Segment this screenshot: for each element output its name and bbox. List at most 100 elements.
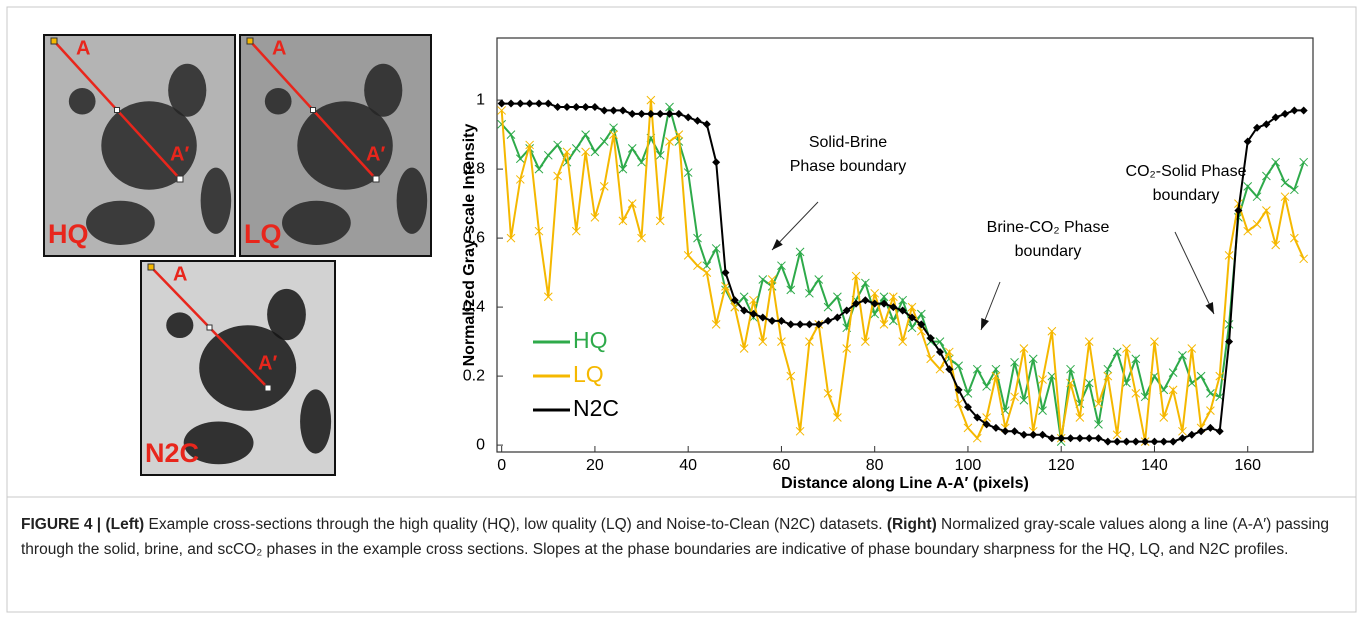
point	[693, 116, 702, 125]
point	[805, 320, 814, 329]
point	[590, 213, 600, 222]
point	[1206, 423, 1215, 432]
point	[1271, 240, 1281, 250]
point	[665, 102, 674, 112]
point	[935, 347, 944, 356]
point	[861, 337, 870, 346]
point	[991, 423, 1000, 432]
point	[702, 261, 712, 271]
x-tick-label: 20	[586, 457, 604, 474]
point	[1057, 434, 1066, 443]
point	[870, 288, 880, 298]
point	[562, 147, 572, 157]
point	[590, 147, 600, 157]
point	[1047, 371, 1057, 381]
point	[944, 347, 954, 357]
annotation: Brine-CO₂ Phase	[987, 219, 1110, 236]
point	[515, 175, 525, 184]
point	[1094, 399, 1103, 409]
pore	[364, 63, 403, 117]
point	[814, 320, 823, 329]
point	[1187, 344, 1197, 353]
point	[497, 99, 506, 108]
point	[684, 113, 693, 122]
point	[888, 316, 898, 326]
point	[693, 233, 702, 243]
point	[711, 319, 721, 329]
midpoint	[206, 324, 213, 331]
point	[907, 302, 917, 312]
point	[796, 320, 805, 329]
point-label: A	[76, 37, 90, 59]
point	[795, 247, 805, 257]
point	[506, 130, 516, 139]
point	[1047, 434, 1056, 443]
point	[1290, 106, 1299, 115]
point	[1122, 437, 1131, 446]
pore	[86, 200, 155, 245]
point	[1010, 427, 1019, 436]
point	[916, 309, 926, 319]
point	[1289, 233, 1299, 243]
x-tick-label: 120	[1048, 457, 1075, 474]
point	[571, 226, 581, 236]
point	[758, 313, 767, 322]
legend-label: N2C	[573, 395, 619, 421]
point	[534, 226, 544, 236]
point	[1215, 427, 1224, 436]
panel-label: HQ	[48, 219, 89, 249]
point	[1038, 430, 1047, 439]
point	[954, 361, 963, 371]
point	[674, 109, 683, 118]
midpoint	[114, 107, 120, 113]
point	[665, 137, 674, 146]
point	[767, 282, 777, 291]
point	[1094, 420, 1103, 429]
point	[646, 109, 655, 118]
point	[721, 268, 730, 277]
point	[693, 261, 702, 271]
point	[1262, 120, 1271, 129]
panel-label: N2C	[145, 438, 199, 468]
point	[618, 164, 628, 174]
point	[823, 388, 833, 398]
y-tick-label: 0	[476, 436, 485, 453]
annotation: boundary	[1015, 243, 1082, 260]
point	[973, 413, 982, 422]
point	[1262, 206, 1271, 215]
point	[768, 316, 777, 325]
point	[683, 168, 693, 177]
caption-label: FIGURE 4 |	[21, 516, 102, 533]
point	[814, 275, 824, 284]
point	[823, 302, 833, 312]
point	[907, 323, 917, 333]
point	[1140, 392, 1150, 402]
point	[1131, 388, 1141, 398]
point	[609, 130, 618, 139]
point	[646, 95, 656, 105]
point	[525, 140, 534, 150]
point	[637, 157, 646, 167]
point	[1113, 437, 1122, 446]
endpoint	[246, 37, 254, 45]
point	[880, 299, 889, 308]
point	[1066, 378, 1075, 388]
point	[674, 130, 684, 139]
point	[898, 337, 908, 346]
point	[786, 285, 796, 295]
point	[1103, 437, 1112, 446]
point	[543, 150, 553, 160]
point	[861, 296, 870, 305]
point	[515, 154, 525, 164]
point	[963, 423, 973, 433]
point	[1038, 375, 1047, 384]
point	[572, 103, 581, 111]
arrow-head	[1205, 302, 1214, 314]
point	[963, 403, 972, 412]
y-tick-label: 0.6	[463, 229, 485, 246]
point	[879, 319, 889, 329]
x-tick-label: 80	[866, 457, 884, 474]
point	[1206, 406, 1215, 415]
point	[1280, 192, 1290, 202]
point	[581, 130, 590, 139]
